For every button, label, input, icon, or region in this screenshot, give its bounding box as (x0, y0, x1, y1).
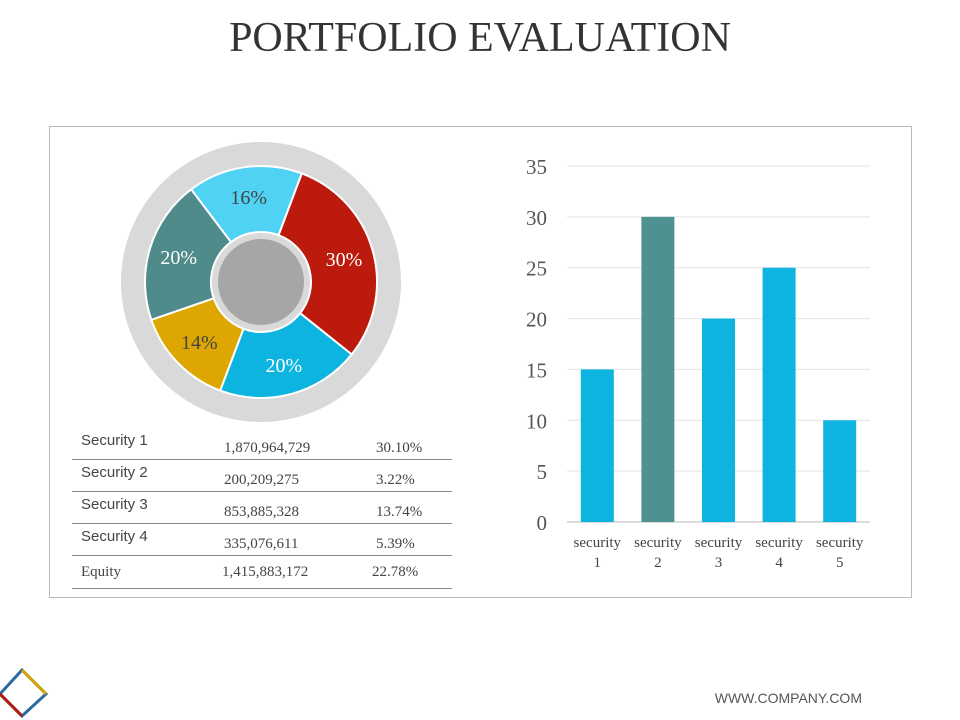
security-percent: 22.78% (372, 564, 419, 580)
page-title: PORTFOLIO EVALUATION (229, 15, 731, 61)
y-tick-label: 0 (537, 511, 548, 535)
bar (762, 267, 796, 522)
security-value: 200,209,275 (224, 472, 299, 488)
x-tick-label: security 5 (816, 535, 864, 571)
security-value: 1,415,883,172 (222, 564, 309, 580)
security-value: 335,076,611 (224, 536, 299, 552)
table-row: Security 1 1,870,964,729 30.10% (72, 428, 452, 460)
security-name: Security 2 (81, 464, 148, 481)
logo-icon (0, 668, 49, 718)
y-tick-label: 25 (526, 257, 547, 281)
security-percent: 13.74% (376, 504, 423, 520)
donut-center (218, 239, 304, 325)
footer-url: WWW.COMPANY.COM (714, 690, 862, 706)
security-name: Security 1 (81, 432, 148, 449)
x-tick-label: security 1 (574, 535, 622, 571)
y-tick-label: 35 (526, 155, 547, 179)
donut-label: 14% (181, 332, 218, 354)
table-row: Equity 1,415,883,172 22.78% (72, 556, 452, 589)
chart-panel (49, 126, 912, 598)
y-tick-label: 30 (526, 206, 547, 230)
x-tick-label: security 3 (695, 535, 743, 571)
security-percent: 5.39% (376, 536, 415, 552)
donut-label: 20% (266, 355, 303, 377)
bar (823, 420, 857, 522)
y-tick-label: 10 (526, 409, 547, 433)
donut-label: 20% (160, 247, 197, 269)
donut-slice (277, 172, 378, 356)
donut-label: 16% (230, 187, 267, 209)
bar (580, 369, 614, 522)
bar (702, 318, 735, 522)
y-tick-label: 15 (526, 358, 547, 382)
security-percent: 3.22% (376, 472, 415, 488)
y-tick-label: 5 (537, 460, 548, 484)
security-value: 1,870,964,729 (224, 440, 311, 456)
security-percent: 30.10% (376, 440, 423, 456)
security-name: Security 3 (81, 496, 148, 513)
donut-slice (144, 187, 233, 322)
donut-slice (218, 311, 354, 399)
donut-label: 30% (326, 249, 363, 271)
security-value: 853,885,328 (224, 504, 299, 520)
x-tick-label: security 2 (634, 535, 682, 571)
bar (641, 216, 675, 522)
securities-table: Security 1 1,870,964,729 30.10% Security 2 2… (72, 428, 452, 589)
security-name: Equity (81, 564, 121, 580)
table-row: Security 4 335,076,611 5.39% (72, 524, 452, 556)
y-tick-label: 20 (526, 308, 547, 332)
table-row: Security 3 853,885,328 13.74% (72, 492, 452, 524)
table-row: Security 2 200,209,275 3.22% (72, 460, 452, 492)
security-name: Security 4 (81, 528, 148, 545)
x-tick-label: security 4 (755, 535, 803, 571)
